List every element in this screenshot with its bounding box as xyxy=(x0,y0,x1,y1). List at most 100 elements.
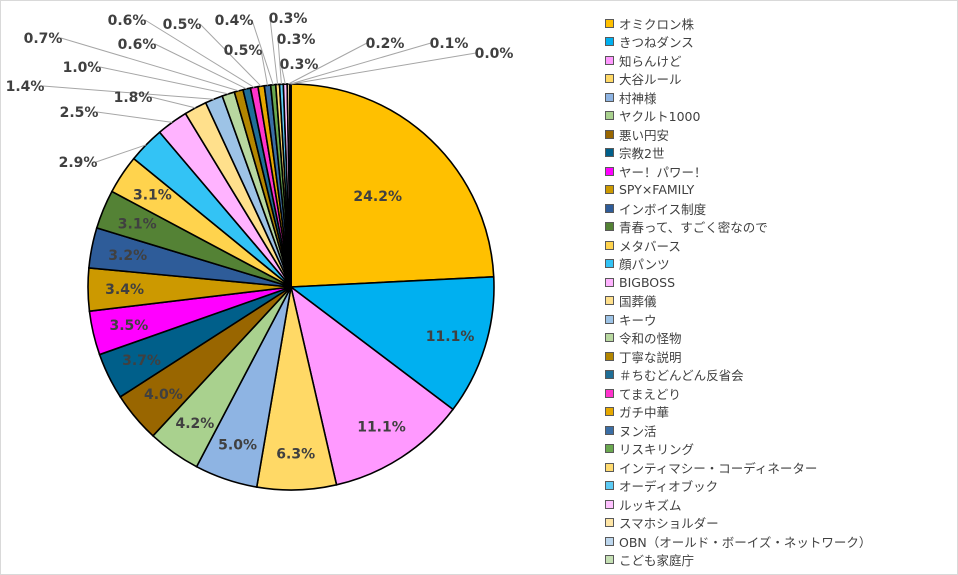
legend-swatch xyxy=(605,499,614,509)
legend-label: こども家庭庁 xyxy=(619,553,695,569)
data-label: 1.8% xyxy=(114,90,153,106)
data-label: 3.2% xyxy=(108,248,147,264)
chart-legend: オミクロン株 きつねダンス 知らんけど 大谷ルール 村神様 ヤクルト1000 悪い円安 宗教2… xyxy=(605,14,945,569)
legend-swatch xyxy=(605,74,614,84)
leader-line xyxy=(144,19,255,88)
legend-item: 知らんけど xyxy=(605,51,945,70)
data-label: 0.0% xyxy=(475,46,514,62)
legend-item: キーウ xyxy=(605,310,945,329)
legend-swatch xyxy=(605,555,614,565)
legend-swatch xyxy=(605,296,614,306)
data-label: 24.2% xyxy=(353,189,402,205)
legend-label: 村神様 xyxy=(619,90,657,106)
legend-swatch xyxy=(605,166,614,176)
legend-item: てまえどり xyxy=(605,384,945,403)
legend-item: BIGBOSS xyxy=(605,273,945,292)
legend-swatch xyxy=(605,333,614,343)
legend-item: インティマシー・コーディネーター xyxy=(605,458,945,477)
leader-line xyxy=(288,42,368,85)
legend-label: 知らんけど xyxy=(619,53,682,69)
legend-item: ガチ中華 xyxy=(605,403,945,422)
legend-label: メタバース xyxy=(619,238,681,254)
data-label: 3.1% xyxy=(118,216,157,232)
data-label: 6.3% xyxy=(276,446,315,462)
legend-label: 令和の怪物 xyxy=(619,331,682,347)
legend-item: 国葬儀 xyxy=(605,292,945,311)
leader-line xyxy=(290,52,477,85)
legend-item: ヌン活 xyxy=(605,421,945,440)
leader-line xyxy=(277,38,282,85)
legend-item: ヤクルト1000 xyxy=(605,107,945,126)
legend-label: 青春って、すごく密なので xyxy=(619,220,768,236)
data-label: 11.1% xyxy=(426,329,475,345)
legend-item: オミクロン株 xyxy=(605,14,945,33)
legend-swatch xyxy=(605,370,614,380)
legend-label: オーディオブック xyxy=(619,479,719,495)
legend-swatch xyxy=(605,481,614,491)
legend-item: ヤー！パワー！ xyxy=(605,162,945,181)
legend-label: 丁寧な説明 xyxy=(619,349,682,365)
data-label: 2.5% xyxy=(60,105,99,121)
data-label: 0.6% xyxy=(108,13,147,29)
legend-label: インティマシー・コーディネーター xyxy=(619,460,818,476)
legend-swatch xyxy=(605,18,614,28)
data-label: 0.3% xyxy=(280,57,319,73)
legend-item: 村神様 xyxy=(605,88,945,107)
data-label: 1.0% xyxy=(63,60,102,76)
legend-swatch xyxy=(605,518,614,528)
data-label: 0.5% xyxy=(224,43,263,59)
leader-lines xyxy=(42,17,477,163)
legend-swatch xyxy=(605,148,614,158)
legend-swatch xyxy=(605,222,614,232)
legend-label: インボイス制度 xyxy=(619,201,707,217)
data-label: 4.0% xyxy=(144,387,183,403)
leader-line xyxy=(96,111,173,123)
leader-line xyxy=(280,63,286,85)
legend-swatch xyxy=(605,240,614,250)
data-label: 0.5% xyxy=(163,17,202,33)
legend-label: BIGBOSS xyxy=(619,274,676,290)
legend-swatch xyxy=(605,425,614,435)
data-label: 3.7% xyxy=(122,353,161,369)
leader-line xyxy=(251,19,274,85)
legend-swatch xyxy=(605,129,614,139)
legend-item: 丁寧な説明 xyxy=(605,347,945,366)
legend-item: OBN（オールド・ボーイズ・ネットワーク） xyxy=(605,532,945,551)
legend-item: 大谷ルール xyxy=(605,70,945,89)
pie-slice xyxy=(290,83,495,288)
legend-label: ヌン活 xyxy=(619,423,657,439)
legend-swatch xyxy=(605,259,614,269)
legend-item: メタバース xyxy=(605,236,945,255)
legend-label: SPY×FAMILY xyxy=(619,182,695,198)
legend-label: OBN（オールド・ボーイズ・ネットワーク） xyxy=(619,534,872,550)
legend-swatch xyxy=(605,185,614,195)
legend-swatch xyxy=(605,388,614,398)
legend-label: スマホショルダー xyxy=(619,516,719,532)
leader-line xyxy=(95,144,147,163)
legend-label: てまえどり xyxy=(619,386,681,402)
legend-label: 国葬儀 xyxy=(619,294,657,310)
legend-item: ＃ちむどんどん反省会 xyxy=(605,366,945,385)
legend-item: こども家庭庁 xyxy=(605,551,945,570)
legend-swatch xyxy=(605,407,614,417)
legend-swatch xyxy=(605,536,614,546)
legend-item: SPY×FAMILY xyxy=(605,181,945,200)
legend-item: オーディオブック xyxy=(605,477,945,496)
legend-item: リスキリング xyxy=(605,440,945,459)
pie-slices xyxy=(87,83,495,491)
legend-label: ガチ中華 xyxy=(619,405,670,421)
legend-swatch xyxy=(605,277,614,287)
legend-item: ルッキズム xyxy=(605,495,945,514)
data-label: 11.1% xyxy=(357,420,406,436)
data-label: 4.2% xyxy=(175,416,214,432)
leader-line xyxy=(150,96,196,109)
data-label: 0.3% xyxy=(277,32,316,48)
legend-label: 大谷ルール xyxy=(619,72,682,88)
legend-item: 青春って、すごく密なので xyxy=(605,218,945,237)
leader-line xyxy=(269,17,279,85)
data-label: 3.4% xyxy=(105,282,144,298)
legend-item: 令和の怪物 xyxy=(605,329,945,348)
data-label: 2.9% xyxy=(59,155,98,171)
